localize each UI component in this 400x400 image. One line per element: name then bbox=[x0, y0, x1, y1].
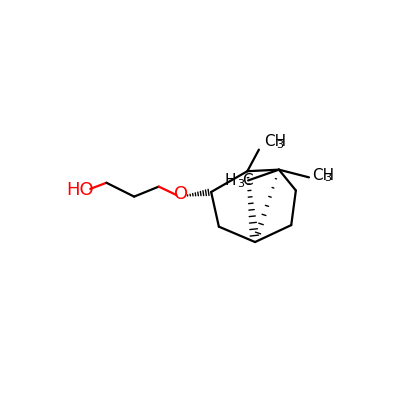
Text: HO: HO bbox=[66, 182, 94, 200]
Text: 3: 3 bbox=[324, 173, 331, 183]
Text: O: O bbox=[174, 185, 188, 203]
Text: 3: 3 bbox=[277, 140, 284, 150]
Text: C: C bbox=[242, 173, 252, 188]
Text: H: H bbox=[224, 173, 236, 188]
Text: CH: CH bbox=[264, 134, 286, 150]
Text: 3: 3 bbox=[237, 178, 244, 188]
Text: CH: CH bbox=[312, 168, 334, 182]
